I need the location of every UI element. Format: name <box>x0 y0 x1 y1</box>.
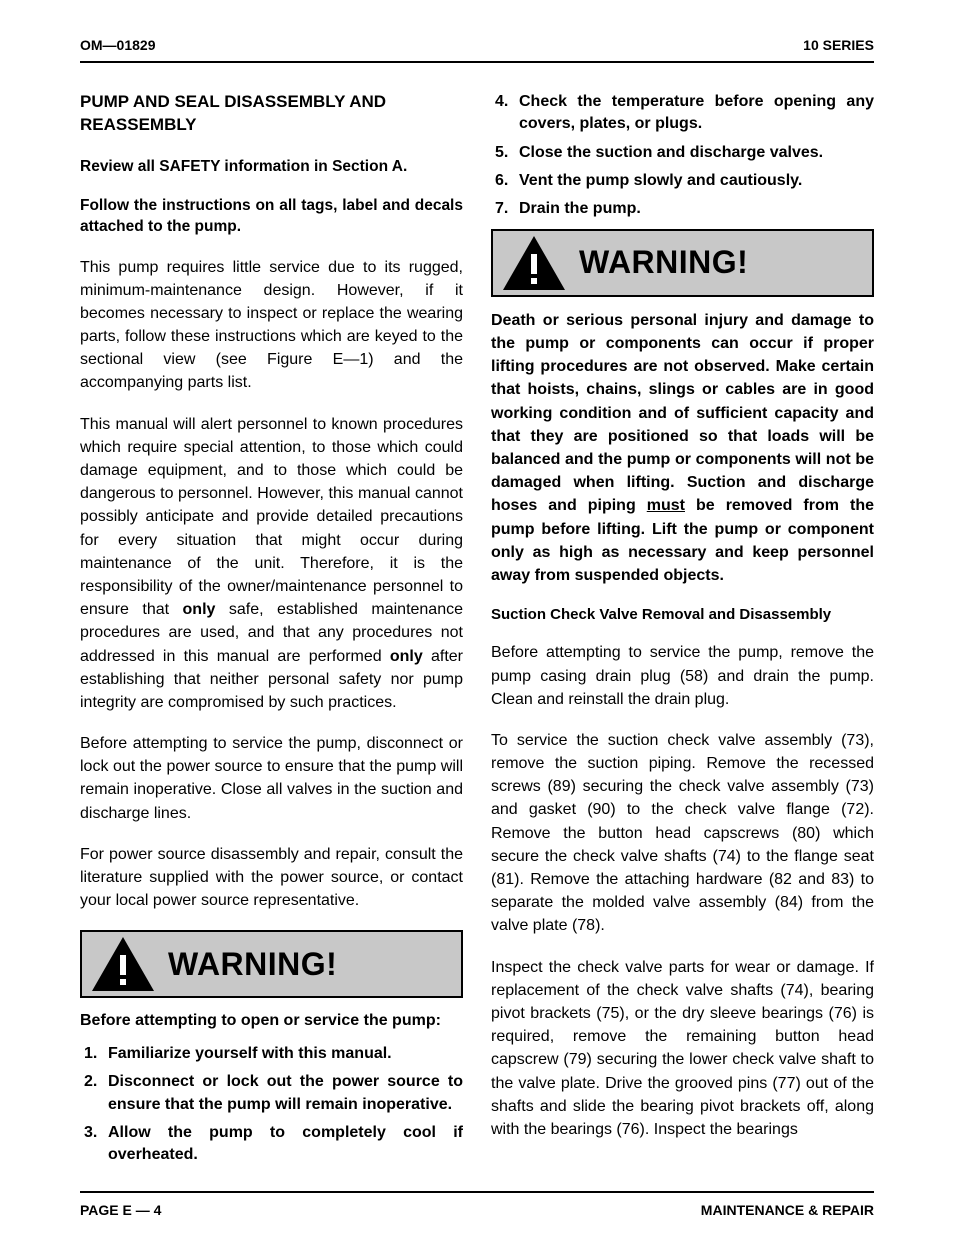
step-2: 2.Disconnect or lock out the power sourc… <box>108 1071 463 1116</box>
step-3-text: Allow the pump to completely cool if ove… <box>108 1124 463 1163</box>
footer-right: MAINTENANCE & REPAIR <box>701 1201 874 1220</box>
left-column: PUMP AND SEAL DISASSEMBLY AND REASSEMBLY… <box>80 91 463 1173</box>
review-safety-line: Review all SAFETY information in Section… <box>80 157 463 178</box>
content-columns: PUMP AND SEAL DISASSEMBLY AND REASSEMBLY… <box>80 91 874 1173</box>
right-column: 4.Check the temperature before opening a… <box>491 91 874 1173</box>
header-right: 10 SERIES <box>803 36 874 55</box>
warning-triangle-icon <box>503 236 565 290</box>
lifting-pre: Death or serious personal injury and dam… <box>491 312 874 515</box>
warning-steps-right: 4.Check the temperature before opening a… <box>491 91 874 221</box>
intro-paragraph-2: This manual will alert personnel to know… <box>80 413 463 714</box>
suction-p1: Before attempting to service the pump, r… <box>491 641 874 711</box>
warning-steps-left: 1.Familiarize yourself with this manual.… <box>80 1043 463 1167</box>
footer-left: PAGE E — 4 <box>80 1201 161 1220</box>
must-underline: must <box>647 497 685 514</box>
step-5: 5.Close the suction and discharge valves… <box>519 142 874 164</box>
page-header: OM—01829 10 SERIES <box>80 36 874 63</box>
disconnect-paragraph: Before attempting to service the pump, d… <box>80 732 463 825</box>
lifting-warning-paragraph: Death or serious personal injury and dam… <box>491 309 874 587</box>
para2-pre: This manual will alert personnel to know… <box>80 416 463 619</box>
step-5-text: Close the suction and discharge valves. <box>519 144 823 161</box>
only-word-1: only <box>183 601 216 618</box>
step-1: 1.Familiarize yourself with this manual. <box>108 1043 463 1065</box>
step-7-text: Drain the pump. <box>519 200 641 217</box>
step-2-text: Disconnect or lock out the power source … <box>108 1073 463 1112</box>
step-7: 7.Drain the pump. <box>519 198 874 220</box>
step-6: 6.Vent the pump slowly and cautiously. <box>519 170 874 192</box>
warning-box-right: WARNING! <box>491 229 874 297</box>
step-4-text: Check the temperature before opening any… <box>519 93 874 132</box>
intro-paragraph-1: This pump requires little service due to… <box>80 256 463 395</box>
warning-label-right: WARNING! <box>579 241 748 284</box>
warning-box-left: WARNING! <box>80 930 463 998</box>
suction-p3: Inspect the check valve parts for wear o… <box>491 956 874 1142</box>
follow-instructions-line: Follow the instructions on all tags, lab… <box>80 196 463 238</box>
section-title: PUMP AND SEAL DISASSEMBLY AND REASSEMBLY <box>80 91 463 137</box>
step-1-text: Familiarize yourself with this manual. <box>108 1045 392 1062</box>
warning-triangle-icon <box>92 937 154 991</box>
step-6-text: Vent the pump slowly and cautiously. <box>519 172 802 189</box>
suction-p2: To service the suction check valve assem… <box>491 729 874 938</box>
suction-subhead: Suction Check Valve Removal and Disassem… <box>491 605 874 625</box>
step-3: 3.Allow the pump to completely cool if o… <box>108 1122 463 1167</box>
warning-label-left: WARNING! <box>168 943 337 986</box>
warning-intro-line: Before attempting to open or service the… <box>80 1010 463 1032</box>
only-word-2: only <box>390 648 423 665</box>
header-left: OM—01829 <box>80 36 155 55</box>
power-source-paragraph: For power source disassembly and repair,… <box>80 843 463 913</box>
step-4: 4.Check the temperature before opening a… <box>519 91 874 136</box>
page-footer: PAGE E — 4 MAINTENANCE & REPAIR <box>80 1191 874 1220</box>
